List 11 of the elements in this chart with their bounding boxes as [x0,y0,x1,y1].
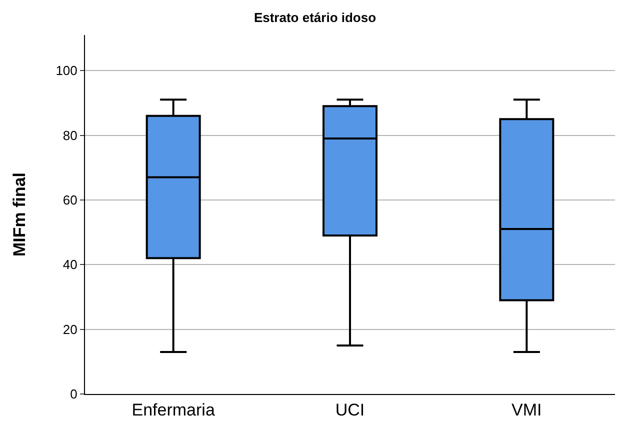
y-tick-label: 40 [62,257,78,272]
y-tick-label: 80 [62,128,78,143]
y-tick-label: 60 [62,192,78,208]
y-tick-label: 0 [70,386,78,402]
y-tick-label: 20 [62,322,78,337]
y-axis-title: MIFm final [10,172,30,257]
y-tick-label: 100 [56,63,78,78]
x-tick-label: VMI [512,400,542,420]
chart-title: Estrato etário idoso [254,10,376,25]
x-tick-label: UCI [335,400,365,420]
x-tick-label: Enfermaria [132,400,216,420]
